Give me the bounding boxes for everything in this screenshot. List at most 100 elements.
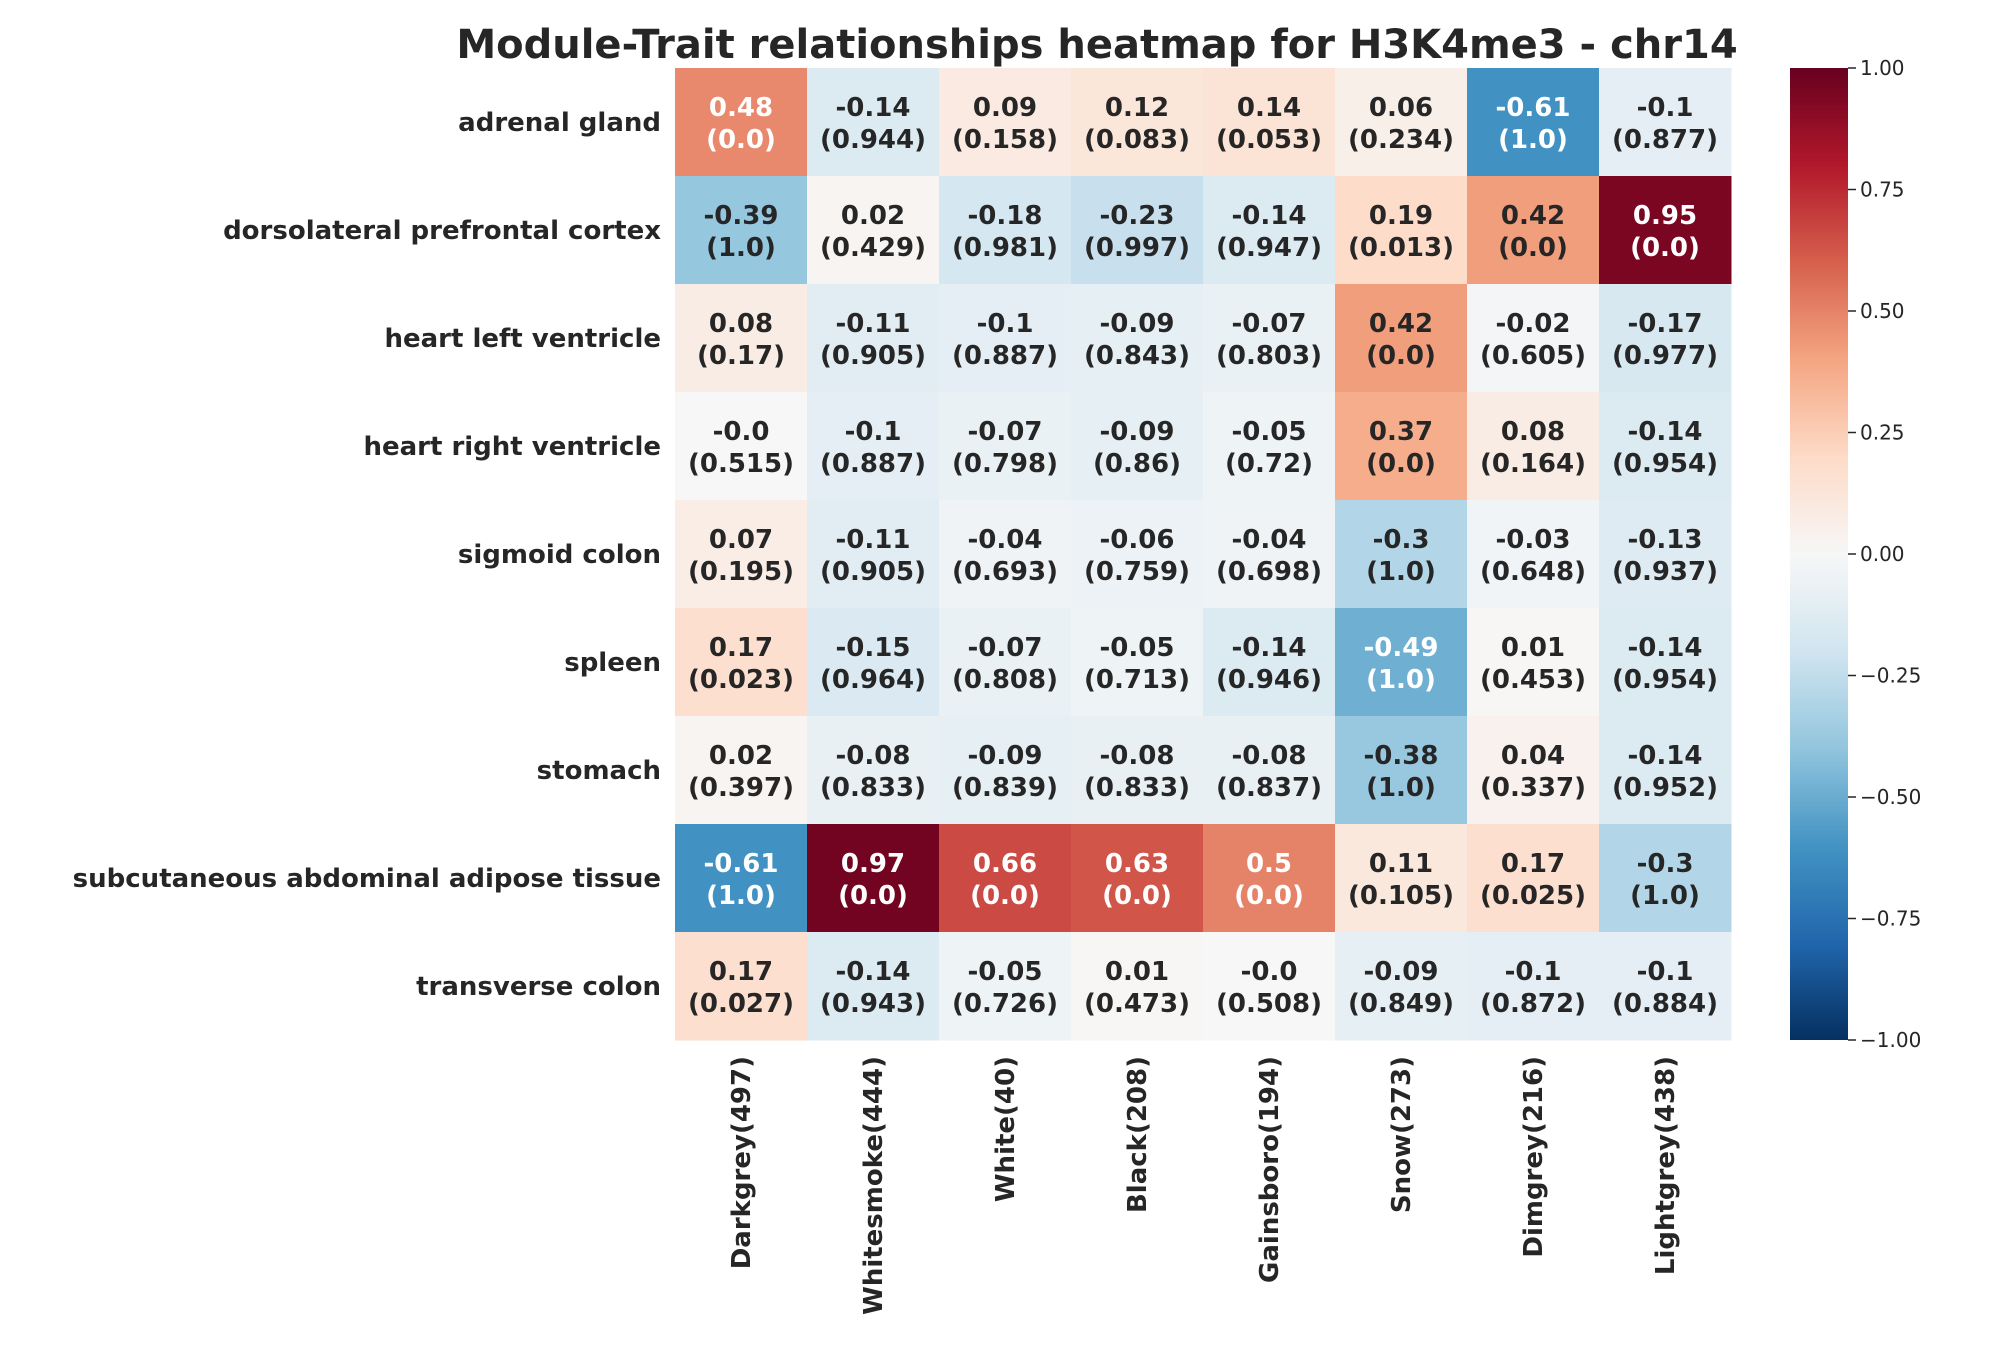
heatmap-cell-rect xyxy=(675,392,808,501)
heatmap-cell: -0.1(0.887) xyxy=(939,284,1072,393)
cell-pvalue-label: (1.0) xyxy=(1498,125,1568,155)
cell-pvalue-label: (0.981) xyxy=(952,233,1058,263)
heatmap-cell-rect xyxy=(1071,608,1204,717)
colorbar-tick-label: −0.50 xyxy=(1860,785,1921,809)
cell-pvalue-label: (0.105) xyxy=(1348,881,1454,911)
heatmap-cell-rect xyxy=(1467,824,1600,933)
cell-pvalue-label: (0.0) xyxy=(1234,881,1304,911)
cell-pvalue-label: (0.158) xyxy=(952,125,1058,155)
cell-value-label: 0.02 xyxy=(709,741,773,771)
cell-value-label: -0.39 xyxy=(704,201,779,231)
cell-value-label: 0.08 xyxy=(1501,417,1565,447)
heatmap-cell-rect xyxy=(939,932,1072,1041)
column-label: Lightgrey(438) xyxy=(1651,1056,1681,1275)
cell-value-label: -0.05 xyxy=(1100,633,1175,663)
cell-value-label: 0.63 xyxy=(1105,849,1169,879)
heatmap-cell: -0.07(0.808) xyxy=(939,608,1072,717)
heatmap-cell: -0.05(0.713) xyxy=(1071,608,1204,717)
heatmap-cell: -0.07(0.798) xyxy=(939,392,1072,501)
cell-value-label: -0.06 xyxy=(1100,525,1175,555)
heatmap-cell-rect xyxy=(675,716,808,825)
heatmap-cell: 0.08(0.164) xyxy=(1467,392,1600,501)
row-label: stomach xyxy=(537,756,661,786)
cell-pvalue-label: (0.833) xyxy=(820,773,926,803)
cell-value-label: -0.05 xyxy=(968,957,1043,987)
cell-pvalue-label: (0.947) xyxy=(1216,233,1322,263)
cell-pvalue-label: (0.605) xyxy=(1480,341,1586,371)
cell-value-label: 0.17 xyxy=(709,957,773,987)
cell-value-label: -0.18 xyxy=(968,201,1043,231)
heatmap-cell-rect xyxy=(1071,932,1204,1041)
heatmap-cell: 0.19(0.013) xyxy=(1335,176,1468,285)
heatmap-cell-rect xyxy=(807,176,940,285)
colorbar-tick-label: −1.00 xyxy=(1860,1028,1921,1052)
cell-value-label: 0.01 xyxy=(1501,633,1565,663)
heatmap-cell: 0.42(0.0) xyxy=(1467,176,1600,285)
cell-value-label: -0.38 xyxy=(1364,741,1439,771)
heatmap-cell: 0.09(0.158) xyxy=(939,68,1072,177)
colorbar-tick-label: −0.75 xyxy=(1860,907,1921,931)
heatmap-cell: -0.14(0.952) xyxy=(1599,716,1732,825)
cell-pvalue-label: (0.0) xyxy=(1102,881,1172,911)
cell-pvalue-label: (0.887) xyxy=(952,341,1058,371)
cell-value-label: 0.08 xyxy=(709,309,773,339)
heatmap-cell-rect xyxy=(1467,932,1600,1041)
cell-value-label: -0.07 xyxy=(968,633,1043,663)
cell-pvalue-label: (0.023) xyxy=(688,665,794,695)
colorbar-tick-label: 1.00 xyxy=(1860,56,1905,80)
heatmap-cell-rect xyxy=(1335,608,1468,717)
row-label: sigmoid colon xyxy=(458,540,661,570)
heatmap-cell-rect xyxy=(675,608,808,717)
heatmap-cell-rect xyxy=(1071,68,1204,177)
cell-value-label: -0.1 xyxy=(977,309,1034,339)
cell-pvalue-label: (1.0) xyxy=(706,881,776,911)
cell-value-label: -0.11 xyxy=(836,309,911,339)
heatmap-cell: -0.38(1.0) xyxy=(1335,716,1468,825)
heatmap-cell: -0.1(0.872) xyxy=(1467,932,1600,1041)
cell-pvalue-label: (0.713) xyxy=(1084,665,1190,695)
cell-value-label: -0.1 xyxy=(1637,957,1694,987)
heatmap-cell-rect xyxy=(1599,68,1732,177)
colorbar-ticks: 1.00 0.75 0.50 0.25 0.00 −0.25 −0.50 −0.75 −1.00 xyxy=(1848,56,1921,1052)
heatmap-cell-rect xyxy=(1203,608,1336,717)
heatmap-cell-rect xyxy=(1467,608,1600,717)
cell-value-label: -0.61 xyxy=(1496,93,1571,123)
cell-pvalue-label: (0.905) xyxy=(820,341,926,371)
heatmap-cell: -0.04(0.698) xyxy=(1203,500,1336,609)
cell-value-label: -0.1 xyxy=(1505,957,1562,987)
cell-value-label: -0.09 xyxy=(1364,957,1439,987)
cell-pvalue-label: (0.954) xyxy=(1612,665,1718,695)
cell-pvalue-label: (0.0) xyxy=(1366,341,1436,371)
heatmap-cell: -0.14(0.954) xyxy=(1599,392,1732,501)
heatmap-cell: 0.95(0.0) xyxy=(1599,176,1732,285)
cell-pvalue-label: (0.808) xyxy=(952,665,1058,695)
cell-value-label: -0.14 xyxy=(1628,741,1703,771)
cell-pvalue-label: (0.013) xyxy=(1348,233,1454,263)
row-label: subcutaneous abdominal adipose tissue xyxy=(73,864,661,894)
heatmap-cell-rect xyxy=(1335,500,1468,609)
heatmap-cell: -0.13(0.937) xyxy=(1599,500,1732,609)
heatmap-cell-rect xyxy=(807,824,940,933)
cell-pvalue-label: (0.86) xyxy=(1093,449,1181,479)
cell-pvalue-label: (0.0) xyxy=(970,881,1040,911)
heatmap-cell-rect xyxy=(939,500,1072,609)
cell-value-label: 0.04 xyxy=(1501,741,1565,771)
cell-value-label: -0.14 xyxy=(1232,633,1307,663)
heatmap-cell-rect xyxy=(675,284,808,393)
heatmap-cell-rect xyxy=(1599,824,1732,933)
cell-pvalue-label: (0.839) xyxy=(952,773,1058,803)
heatmap-cell: -0.61(1.0) xyxy=(1467,68,1600,177)
heatmap-cell-rect xyxy=(1071,824,1204,933)
colorbar-tick-label: 0.00 xyxy=(1860,542,1905,566)
heatmap-cell: -0.61(1.0) xyxy=(675,824,808,933)
heatmap-cell: 0.5(0.0) xyxy=(1203,824,1336,933)
heatmap-cell-rect xyxy=(1203,716,1336,825)
cell-pvalue-label: (0.952) xyxy=(1612,773,1718,803)
cell-pvalue-label: (0.234) xyxy=(1348,125,1454,155)
heatmap-cell-rect xyxy=(1203,284,1336,393)
cell-value-label: -0.08 xyxy=(836,741,911,771)
cell-value-label: -0.17 xyxy=(1628,309,1703,339)
heatmap-cell: -0.18(0.981) xyxy=(939,176,1072,285)
heatmap-cell: -0.23(0.997) xyxy=(1071,176,1204,285)
heatmap-cell: 0.97(0.0) xyxy=(807,824,940,933)
